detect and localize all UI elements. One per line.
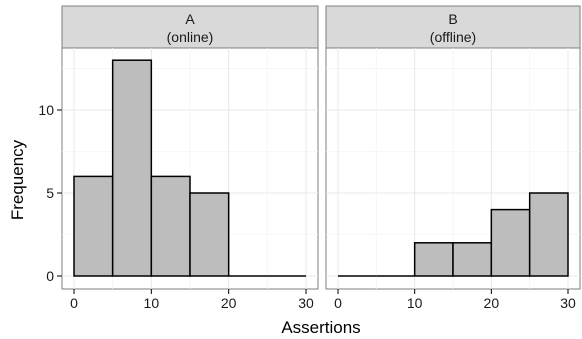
x-tick-label: 20: [484, 295, 500, 311]
x-tick-label: 20: [221, 295, 237, 311]
chart-axes: [57, 109, 569, 294]
y-tick-label: 5: [46, 185, 54, 201]
x-tick-label: 10: [407, 295, 423, 311]
facet-strip: [325, 5, 581, 49]
y-tick-label: 0: [46, 268, 54, 284]
histogram-bar: [111, 59, 153, 277]
facet-label-secondary: (online): [167, 29, 214, 45]
chart-text: Assertions Frequency A (online) 0 10 20 30 B (o…: [8, 11, 576, 337]
x-axis-title: Assertions: [281, 318, 360, 337]
y-tick-label: 10: [38, 102, 54, 118]
x-tick-label: 0: [334, 295, 342, 311]
facet-label-secondary: (offline): [430, 29, 476, 45]
x-tick-label: 10: [144, 295, 160, 311]
x-tick-label: 30: [298, 295, 314, 311]
y-axis-title: Frequency: [8, 139, 27, 220]
histogram-bar: [189, 192, 230, 277]
facet-strip: [61, 5, 319, 49]
histogram-bar: [73, 175, 114, 277]
histogram-bar: [150, 175, 191, 277]
x-tick-label: 0: [70, 295, 78, 311]
histogram-bar: [490, 208, 531, 277]
chart-bars: [73, 59, 569, 277]
x-tick-label: 30: [560, 295, 576, 311]
facet-label-primary: B: [448, 11, 457, 27]
histogram-bar: [452, 242, 493, 277]
histogram-bar: [528, 192, 569, 277]
facet-label-primary: A: [185, 11, 195, 27]
histogram-bar: [413, 242, 454, 277]
